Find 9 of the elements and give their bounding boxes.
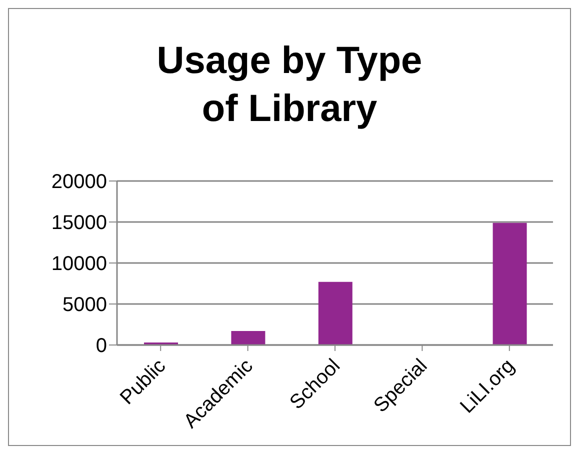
y-tick-label: 5000 [62,294,107,316]
bar [231,331,266,345]
bar [318,282,352,345]
chart-title: Usage by Type of Library [156,39,424,132]
y-tick-label: 0 [96,335,107,358]
y-tick-label: 10000 [51,253,107,276]
y-tick-label: 15000 [51,212,107,234]
bar [492,222,527,345]
y-tick-label: 20000 [51,171,107,194]
